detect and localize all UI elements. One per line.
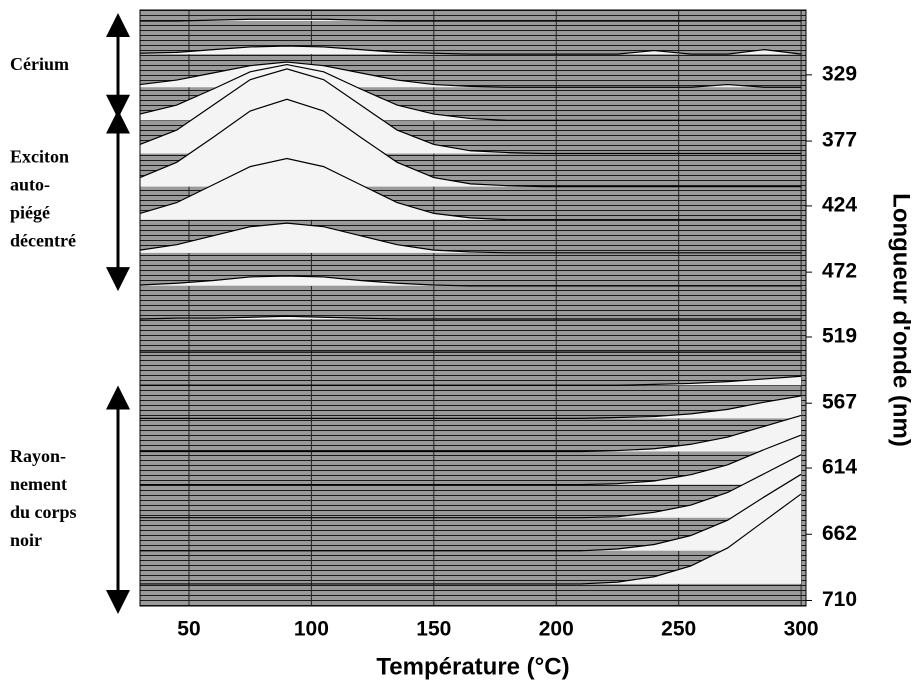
ridge-fill [140, 415, 802, 452]
x-axis-label: Température (°C) [376, 653, 569, 680]
ridge-fill [140, 158, 802, 220]
annotation-text: piégé [10, 203, 50, 223]
ridge-line [139, 61, 802, 88]
ridge-line [140, 18, 802, 22]
x-tick-label: 50 [177, 618, 200, 641]
annotation-text: noir [10, 530, 42, 550]
ridge-line [140, 395, 802, 419]
annotation-text: nement [10, 474, 67, 494]
y-tick-label: 424 [822, 193, 857, 216]
x-tick-label: 200 [539, 618, 574, 641]
ridge-fill [140, 395, 802, 419]
annotation-text: Rayon- [10, 446, 66, 466]
ridge-line [139, 98, 802, 188]
y-axis-label: Longueur d'onde (nm) [888, 193, 915, 447]
ridge-line [140, 414, 802, 453]
annotation-text: auto- [10, 175, 50, 195]
y-tick-label: 662 [822, 522, 857, 545]
ridge-fill [140, 46, 802, 55]
ridge-line [139, 157, 802, 221]
y-tick-label: 614 [822, 456, 857, 479]
y-tick-label: 472 [822, 260, 857, 283]
y-tick-label: 567 [822, 391, 857, 414]
annotation-text: du corps [10, 502, 77, 522]
annotation-text: Cérium [10, 54, 69, 74]
ridge-fill [140, 454, 802, 518]
ridge-line [140, 493, 802, 585]
y-tick-label: 329 [822, 62, 857, 85]
ridge-line [139, 45, 802, 55]
x-tick-label: 300 [784, 618, 819, 641]
ridge-line [139, 222, 802, 254]
ridge-fill [140, 276, 802, 286]
ridge-line [139, 275, 802, 287]
x-tick-label: 150 [416, 618, 451, 641]
x-tick-label: 250 [661, 618, 696, 641]
ridge-line [140, 454, 802, 519]
y-tick-label: 519 [822, 325, 857, 348]
annotation-text: décentré [10, 231, 76, 251]
ridge-fill [140, 435, 802, 485]
ridge-fill [140, 223, 802, 253]
ridge-line [139, 63, 802, 121]
ridge-line [140, 473, 802, 552]
annotation-text: Exciton [10, 147, 69, 167]
y-tick-label: 710 [822, 588, 857, 611]
plot-frame [139, 9, 807, 607]
ridge-fill [140, 376, 802, 386]
ridge-line [140, 434, 802, 486]
ridge-line [139, 315, 802, 320]
ridge-fill [140, 493, 802, 584]
ridge-line [140, 375, 802, 386]
ridge-line [139, 68, 802, 155]
y-tick-label: 377 [822, 129, 857, 152]
x-tick-label: 100 [294, 618, 329, 641]
